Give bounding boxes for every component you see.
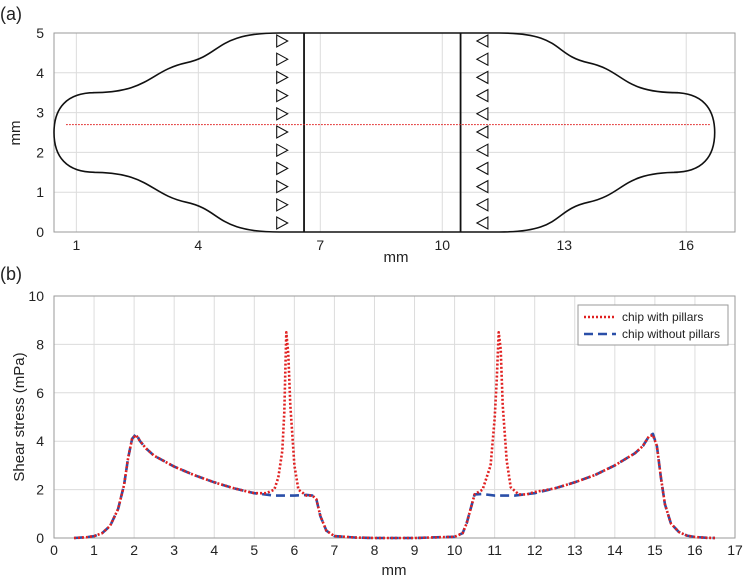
pillar-right-5 bbox=[475, 125, 489, 139]
panel-b-series bbox=[73, 330, 716, 540]
panel-a-x-tick-label: 4 bbox=[194, 237, 202, 253]
panel-b-x-tick-label: 2 bbox=[130, 542, 138, 558]
panel-b-y-tick-label: 4 bbox=[36, 433, 44, 449]
panel-b-x-tick-label: 10 bbox=[447, 542, 463, 558]
panel-b-x-tick-label: 17 bbox=[727, 542, 743, 558]
panel-b-x-tick-label: 0 bbox=[50, 542, 58, 558]
panel-b-y-tick-label: 10 bbox=[28, 288, 44, 304]
panel-a-x-tick-label: 13 bbox=[556, 237, 572, 253]
panel-b-x-tick-label: 13 bbox=[567, 542, 583, 558]
panel-b-x-axis-label: mm bbox=[382, 562, 407, 578]
legend-label-chip-without-pillars: chip without pillars bbox=[622, 327, 720, 341]
panel-a-x-tick-label: 10 bbox=[434, 237, 450, 253]
panel-b-x-tick-label: 7 bbox=[331, 542, 339, 558]
panel-b-y-tick-label: 6 bbox=[36, 385, 44, 401]
pillar-right-0 bbox=[475, 34, 489, 48]
panel-a-y-ticks: 0 1 2 3 4 5 bbox=[36, 25, 44, 240]
panel-b-y-tick-label: 8 bbox=[36, 336, 44, 352]
pillar-left-8 bbox=[276, 179, 289, 194]
panel-a-label: (a) bbox=[0, 4, 22, 24]
pillar-right-7 bbox=[475, 161, 489, 176]
panel-a-y-tick-label: 0 bbox=[36, 224, 44, 240]
panel-a-y-tick-label: 2 bbox=[36, 144, 44, 160]
legend-label-chip-with-pillars: chip with pillars bbox=[622, 310, 703, 324]
series-line-chip-without-pillars bbox=[73, 432, 716, 540]
pillar-right-4 bbox=[475, 106, 489, 121]
pillar-left-7 bbox=[276, 161, 289, 176]
panel-a-y-axis-label: mm bbox=[7, 121, 24, 146]
channel-outline bbox=[53, 32, 716, 233]
panel-b-x-tick-label: 5 bbox=[250, 542, 258, 558]
panel-b-y-tick-label: 0 bbox=[36, 530, 44, 546]
panel-a-channel-diagram: (a) 1 4 7 10 13 16 0 1 2 3 4 5 mm mm bbox=[0, 4, 736, 266]
pillar-right-1 bbox=[475, 52, 489, 67]
panel-a-x-tick-label: 7 bbox=[316, 237, 324, 253]
panel-a-x-tick-label: 1 bbox=[72, 237, 80, 253]
pillar-left-2 bbox=[276, 70, 289, 85]
pillar-right-10 bbox=[475, 216, 489, 230]
panel-a-x-axis-label: mm bbox=[384, 249, 409, 266]
pillar-right-2 bbox=[475, 70, 489, 85]
panel-b-y-ticks: 0 2 4 6 8 10 bbox=[28, 288, 44, 546]
panel-b-x-tick-label: 12 bbox=[527, 542, 543, 558]
panel-b-label: (b) bbox=[0, 264, 22, 284]
panel-a-plot-frame bbox=[53, 32, 736, 233]
panel-a-x-ticks: 1 4 7 10 13 16 bbox=[72, 237, 694, 253]
pillar-left-5 bbox=[276, 125, 289, 139]
pillar-rows bbox=[276, 34, 489, 230]
panel-b-x-ticks: 0 1 2 3 4 5 6 7 8 9 10 11 12 13 14 15 16 17 bbox=[50, 542, 743, 558]
pillar-left-6 bbox=[276, 143, 289, 158]
series-line-chip-with-pillars bbox=[73, 330, 716, 540]
panel-b-x-tick-label: 11 bbox=[487, 542, 502, 558]
pillar-right-3 bbox=[475, 88, 489, 103]
panel-a-y-tick-label: 3 bbox=[36, 105, 44, 121]
panel-a-x-tick-label: 16 bbox=[678, 237, 694, 253]
panel-b-x-tick-label: 8 bbox=[371, 542, 379, 558]
legend: chip with pillars chip without pillars bbox=[577, 304, 729, 346]
panel-b-x-tick-label: 4 bbox=[210, 542, 218, 558]
panel-b-y-axis-label: Shear stress (mPa) bbox=[11, 352, 28, 481]
pillar-left-10 bbox=[276, 216, 289, 230]
pillar-left-4 bbox=[276, 106, 289, 121]
panel-b-x-tick-label: 6 bbox=[290, 542, 298, 558]
panel-a-y-tick-label: 1 bbox=[36, 184, 44, 200]
panel-b-x-tick-label: 14 bbox=[607, 542, 623, 558]
panel-a-grid bbox=[54, 32, 735, 233]
pillar-right-8 bbox=[475, 179, 489, 194]
panel-b-y-tick-label: 2 bbox=[36, 482, 44, 498]
panel-a-y-tick-label: 4 bbox=[36, 65, 44, 81]
pillar-left-9 bbox=[276, 197, 289, 212]
panel-b-x-tick-label: 1 bbox=[90, 542, 98, 558]
pillar-left-3 bbox=[276, 88, 289, 103]
panel-b-x-tick-label: 3 bbox=[170, 542, 178, 558]
pillar-right-6 bbox=[475, 143, 489, 158]
legend-box bbox=[577, 304, 729, 346]
pillar-left-0 bbox=[276, 34, 289, 48]
pillar-right-9 bbox=[475, 197, 489, 212]
panel-a-y-tick-label: 5 bbox=[36, 25, 44, 41]
pillar-left-1 bbox=[276, 52, 289, 67]
panel-b-x-tick-label: 16 bbox=[687, 542, 703, 558]
panel-b-x-tick-label: 15 bbox=[647, 542, 663, 558]
panel-b-x-tick-label: 9 bbox=[411, 542, 419, 558]
